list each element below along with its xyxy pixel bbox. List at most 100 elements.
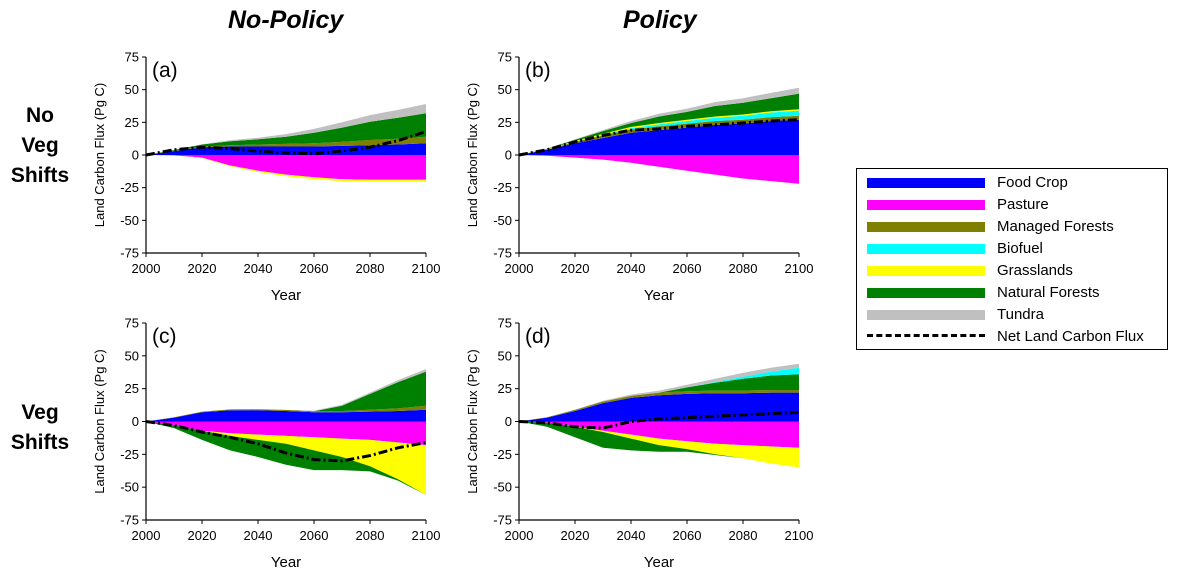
area-grasslands [146, 421, 426, 495]
y-tick-label: 25 [498, 381, 512, 396]
y-axis-label: Land Carbon Flux (Pg C) [465, 349, 480, 494]
area-food-crop [519, 119, 799, 155]
legend-swatch-biofuel [867, 244, 985, 254]
legend-label: Biofuel [997, 240, 1043, 257]
line-net-land-carbon-flux [518, 410, 800, 430]
y-axis-label: Land Carbon Flux (Pg C) [465, 83, 480, 228]
area-biofuel [519, 367, 799, 422]
legend-item: Net Land Carbon Flux [867, 327, 1167, 347]
legend-item: Food Crop [867, 173, 1167, 193]
legend-label: Tundra [997, 306, 1044, 323]
x-tick-label: 2100 [785, 261, 814, 276]
panel--d: -75 -50 -25 0 25 50 75 2000 2020 2040 2060 2080 2100… [465, 316, 813, 572]
y-tick-label: 75 [498, 316, 512, 331]
y-tick-label: 50 [125, 348, 139, 363]
y-tick-label: 0 [132, 414, 139, 429]
area-managed-forests [146, 136, 426, 155]
row-title-no-veg-shifts: No Veg Shifts [0, 101, 80, 191]
y-tick-label: 50 [498, 348, 512, 363]
x-axis-label: Year [271, 287, 301, 304]
legend-label: Food Crop [997, 174, 1068, 191]
row-title-line: Veg [21, 134, 59, 157]
panel-label: (c) [152, 325, 177, 348]
y-tick-label: 25 [125, 115, 139, 130]
x-tick-label: 2020 [561, 528, 590, 543]
y-tick-label: -25 [493, 447, 512, 462]
y-tick-label: 0 [505, 148, 512, 163]
x-tick-label: 2020 [188, 261, 217, 276]
area-natural-forests-loss [519, 421, 799, 468]
legend-swatch-food-crop [867, 178, 985, 188]
x-tick-label: 2060 [673, 261, 702, 276]
legend-item: Natural Forests [867, 283, 1167, 303]
x-tick-label: 2020 [188, 528, 217, 543]
area-tundra [146, 104, 426, 155]
area-pasture [146, 421, 426, 446]
panel--a: -75 -50 -25 0 25 50 75 2000 2020 2040 2060 2080 2100… [92, 50, 440, 305]
panel-label: (d) [525, 325, 551, 348]
area-tundra [519, 87, 799, 155]
y-tick-label: -50 [493, 480, 512, 495]
x-tick-label: 2000 [505, 261, 534, 276]
x-tick-label: 2080 [729, 261, 758, 276]
x-tick-label: 2060 [300, 261, 329, 276]
x-tick-label: 2080 [356, 528, 385, 543]
legend-item: Grasslands [867, 261, 1167, 281]
y-tick-label: 75 [498, 50, 512, 65]
line-net-land-carbon-flux [518, 118, 800, 157]
area-pasture [146, 155, 426, 180]
x-tick-label: 2100 [412, 528, 441, 543]
row-title-line: Shifts [10, 164, 70, 187]
y-tick-label: -75 [493, 513, 512, 528]
line-net-land-carbon-flux [145, 420, 427, 463]
area-natural-forests [146, 113, 426, 155]
x-tick-label: 2100 [785, 528, 814, 543]
x-tick-label: 2000 [132, 528, 161, 543]
legend-label: Natural Forests [997, 284, 1100, 301]
legend-swatch-grasslands [867, 266, 985, 276]
y-tick-label: 0 [132, 148, 139, 163]
legend-item: Managed Forests [867, 217, 1167, 237]
row-title-line: Shifts [10, 431, 70, 454]
y-tick-label: 50 [125, 82, 139, 97]
y-tick-label: 25 [125, 381, 139, 396]
x-tick-label: 2080 [729, 528, 758, 543]
y-tick-label: 0 [505, 414, 512, 429]
x-tick-label: 2020 [561, 261, 590, 276]
area-tundra [519, 363, 799, 422]
y-tick-label: 25 [498, 115, 512, 130]
area-grasslands [519, 421, 799, 468]
y-tick-label: -50 [120, 213, 139, 228]
x-tick-label: 2060 [673, 528, 702, 543]
legend-swatch-pasture [867, 200, 985, 210]
panel-label: (a) [152, 59, 178, 82]
panel--c: -75 -50 -25 0 25 50 75 2000 2020 2040 2060 2080 2100… [92, 316, 440, 572]
y-tick-label: 75 [125, 316, 139, 331]
x-tick-label: 2080 [356, 261, 385, 276]
y-tick-label: -75 [120, 513, 139, 528]
y-tick-label: -50 [493, 213, 512, 228]
y-tick-label: -25 [120, 447, 139, 462]
x-tick-label: 2040 [244, 528, 273, 543]
area-natural-forests [519, 93, 799, 155]
column-title-policy: Policy [623, 6, 697, 34]
y-tick-label: -25 [120, 180, 139, 195]
line-net-land-carbon-flux [145, 130, 427, 157]
x-tick-label: 2000 [505, 528, 534, 543]
legend-item: Tundra [867, 305, 1167, 325]
area-pasture [519, 155, 799, 184]
x-tick-label: 2060 [300, 528, 329, 543]
y-tick-label: -75 [120, 246, 139, 261]
row-title-veg-shifts: Veg Shifts [0, 398, 80, 458]
x-tick-label: 2040 [617, 528, 646, 543]
area-natural-forests-loss [146, 421, 426, 495]
legend-label: Net Land Carbon Flux [997, 328, 1144, 345]
panel--b: -75 -50 -25 0 25 50 75 2000 2020 2040 2060 2080 2100… [465, 50, 813, 305]
legend-line-net-flux [867, 334, 985, 337]
column-title-no-policy: No-Policy [228, 6, 344, 34]
legend-label: Pasture [997, 196, 1049, 213]
legend: Food Crop Pasture Managed Forests Biofue… [856, 168, 1168, 350]
y-tick-label: 75 [125, 50, 139, 65]
y-axis-label: Land Carbon Flux (Pg C) [92, 349, 107, 494]
x-tick-label: 2100 [412, 261, 441, 276]
